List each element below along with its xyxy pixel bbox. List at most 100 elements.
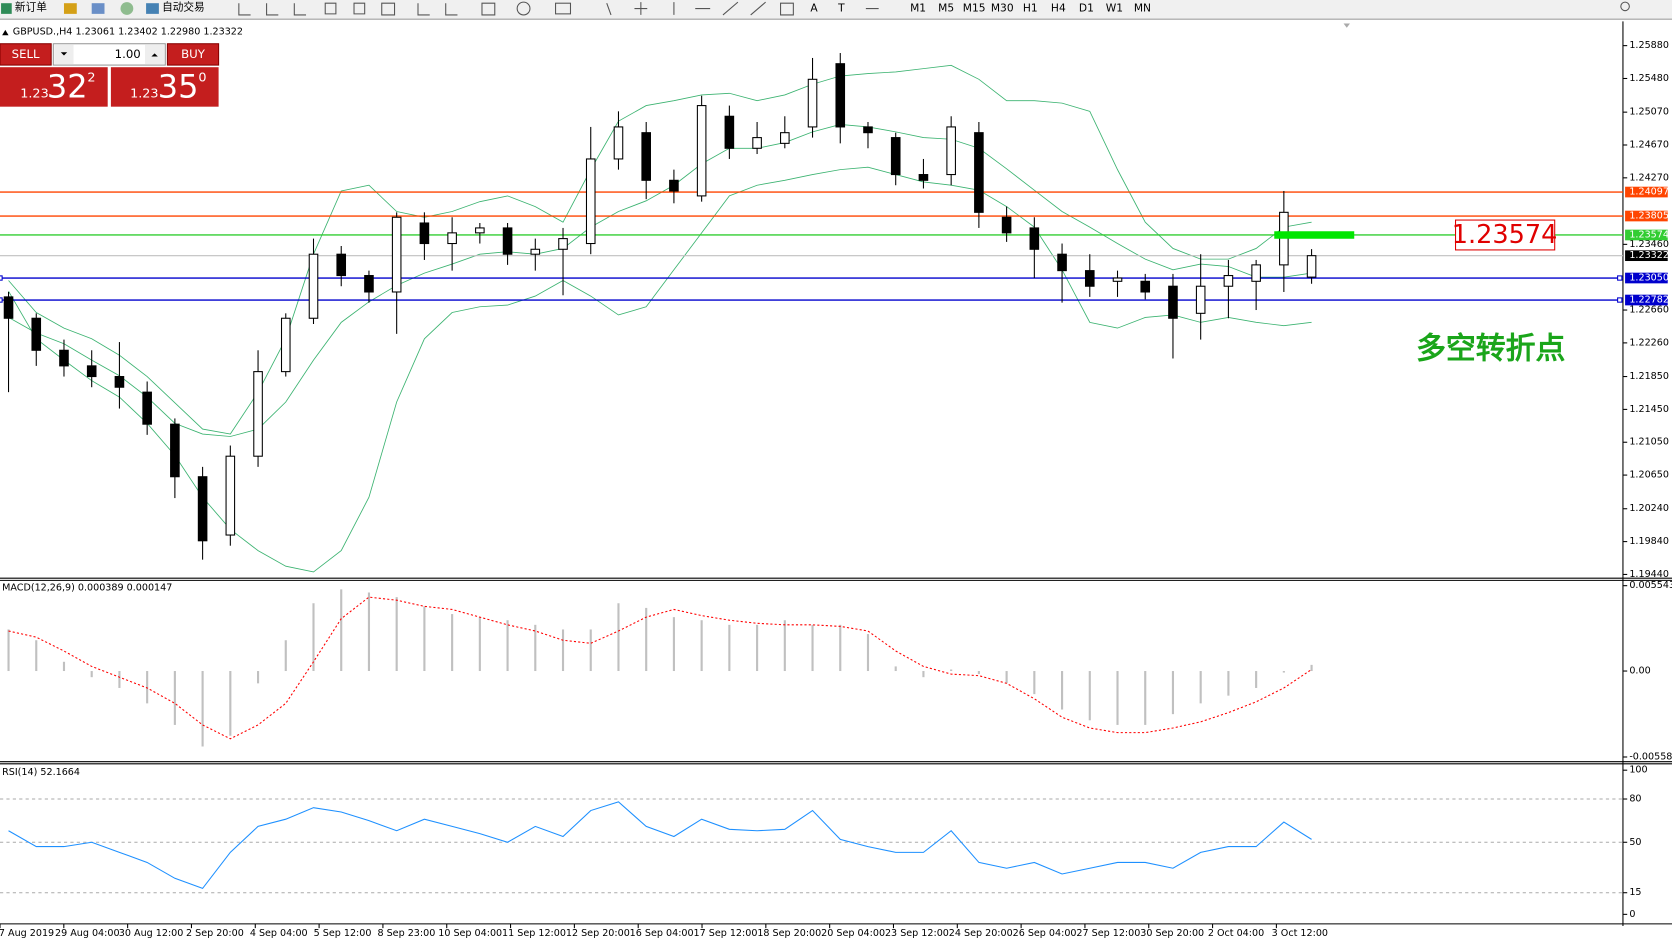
template-icon[interactable] <box>555 2 572 15</box>
timeframe-button[interactable]: H4 <box>1051 2 1066 15</box>
candle-body <box>669 179 679 192</box>
last-price-bg <box>1625 250 1668 262</box>
timeframe-button[interactable]: M1 <box>910 2 926 15</box>
shift-marker <box>1343 23 1350 28</box>
buy-button[interactable] <box>166 43 220 66</box>
x-tick-label: 30 Sep 20:00 <box>1140 928 1204 939</box>
level-label-bg <box>1625 186 1668 198</box>
level-label: 1.23574 <box>1629 229 1669 240</box>
candle-body <box>530 248 541 255</box>
bid-box[interactable] <box>0 67 108 107</box>
lot-input[interactable] <box>52 43 166 66</box>
auto-trading-button[interactable]: 自动交易 <box>162 0 205 13</box>
candle-body <box>863 126 873 134</box>
timeframe-button[interactable]: MN <box>1134 2 1151 15</box>
y-tick-label: 1.22660 <box>1629 305 1669 316</box>
label-tool[interactable]: T <box>837 2 845 15</box>
last-price-label: 1.23322 <box>1629 250 1669 261</box>
candle-body <box>890 137 901 176</box>
tool-icon[interactable] <box>120 2 134 15</box>
level-label-bg <box>1625 229 1668 241</box>
x-tick-label: 2 Oct 04:00 <box>1208 928 1264 939</box>
timeframe-button[interactable]: M5 <box>938 2 954 15</box>
candle-body <box>558 238 568 250</box>
buy-label[interactable]: BUY <box>181 47 206 61</box>
y-tick-label: 1.20240 <box>1629 503 1669 514</box>
tool-icons[interactable] <box>238 1 1630 16</box>
candle-body <box>613 126 624 160</box>
candle-body <box>59 349 69 367</box>
auto-trading-icon[interactable] <box>146 3 159 14</box>
y-tick-label: 15 <box>1629 887 1641 898</box>
clock-icon[interactable] <box>516 1 531 16</box>
y-tick-label: 0.005543 <box>1629 580 1672 591</box>
candle-body <box>170 423 180 478</box>
x-tick-label: 26 Sep 04:00 <box>1013 928 1077 939</box>
candle-body <box>918 174 929 181</box>
new-order-button[interactable]: 新订单 <box>15 0 47 13</box>
x-tick-label: 10 Sep 04:00 <box>438 928 502 939</box>
y-tick-label: 1.25880 <box>1629 40 1669 51</box>
candle-body <box>197 476 208 542</box>
candle-body <box>1112 277 1123 282</box>
candle-body <box>31 317 42 351</box>
tool-icon[interactable] <box>91 3 105 14</box>
rsi-line <box>8 801 1312 890</box>
level-handle <box>1617 297 1623 303</box>
y-tick-label: 1.25070 <box>1629 107 1669 118</box>
x-tick-label: 17 Sep 12:00 <box>694 928 758 939</box>
macd-header: MACD(12,26,9) 0.000389 0.000147 <box>2 582 172 593</box>
new-order-icon[interactable] <box>1 3 12 14</box>
candle-body <box>280 317 291 373</box>
timeframe-button[interactable]: H1 <box>1023 2 1038 15</box>
y-tick-label: 1.21450 <box>1629 404 1669 415</box>
candle-body <box>475 227 485 234</box>
timeframe-group: M1 M5 M15 M30 H1 H4 D1 W1 MN <box>910 2 1151 15</box>
search-icon[interactable] <box>1620 1 1630 12</box>
candle-body <box>419 222 430 245</box>
up-arrow <box>151 53 158 57</box>
candle-body <box>225 455 236 536</box>
lot-value[interactable]: 1.00 <box>115 47 141 61</box>
price-callout-box <box>1455 219 1556 251</box>
down-arrow <box>60 52 68 56</box>
bollinger-upper <box>8 64 1312 435</box>
candle-body <box>253 371 263 457</box>
x-tick-label: 4 Sep 04:00 <box>250 928 308 939</box>
candle-body <box>641 132 651 181</box>
x-tick-label: 30 Aug 12:00 <box>119 928 184 939</box>
macd-signal <box>8 596 1312 740</box>
y-tick-label: 50 <box>1629 837 1641 848</box>
header-arrow <box>2 29 9 36</box>
annotation-text: 多空转折点 <box>1416 331 1565 366</box>
timeframe-button[interactable]: M30 <box>991 2 1014 15</box>
candle-body <box>447 232 457 245</box>
y-tick-label: 1.21050 <box>1629 437 1669 448</box>
icon-strokes[interactable] <box>238 1 879 16</box>
chart-header: GBPUSD.,H4 1.23061 1.23402 1.22980 1.233… <box>13 27 243 38</box>
toolbar: 新订单 自动交易 A T M1 M5 M15 M30 H1 H4 D1 W1 MN <box>0 0 1672 20</box>
candle-body <box>696 105 707 197</box>
text-tool[interactable]: A <box>810 2 818 15</box>
candle-body <box>308 253 319 319</box>
timeframe-button[interactable]: D1 <box>1079 2 1094 15</box>
y-tick-label: 1.23460 <box>1629 239 1669 250</box>
candle-body <box>114 376 125 388</box>
x-tick-label: 20 Sep 04:00 <box>821 928 885 939</box>
timeframe-button[interactable]: W1 <box>1106 2 1123 15</box>
x-tick-label: 29 Aug 04:00 <box>55 928 120 939</box>
chart-frame <box>0 21 1672 926</box>
timeframe-button[interactable]: M15 <box>963 2 986 15</box>
x-tick-label: 3 Oct 12:00 <box>1272 928 1328 939</box>
sell-button[interactable] <box>0 43 52 66</box>
y-tick-label: 1.21850 <box>1629 371 1669 382</box>
sell-label[interactable]: SELL <box>12 47 40 61</box>
level-label: 1.22782 <box>1629 295 1669 306</box>
tool-icon[interactable] <box>63 3 77 14</box>
price-callout: 1.23574 <box>1452 220 1558 250</box>
ask-pips: 35 <box>158 68 199 106</box>
ask-box[interactable] <box>110 67 219 107</box>
candle-body <box>1306 255 1317 278</box>
